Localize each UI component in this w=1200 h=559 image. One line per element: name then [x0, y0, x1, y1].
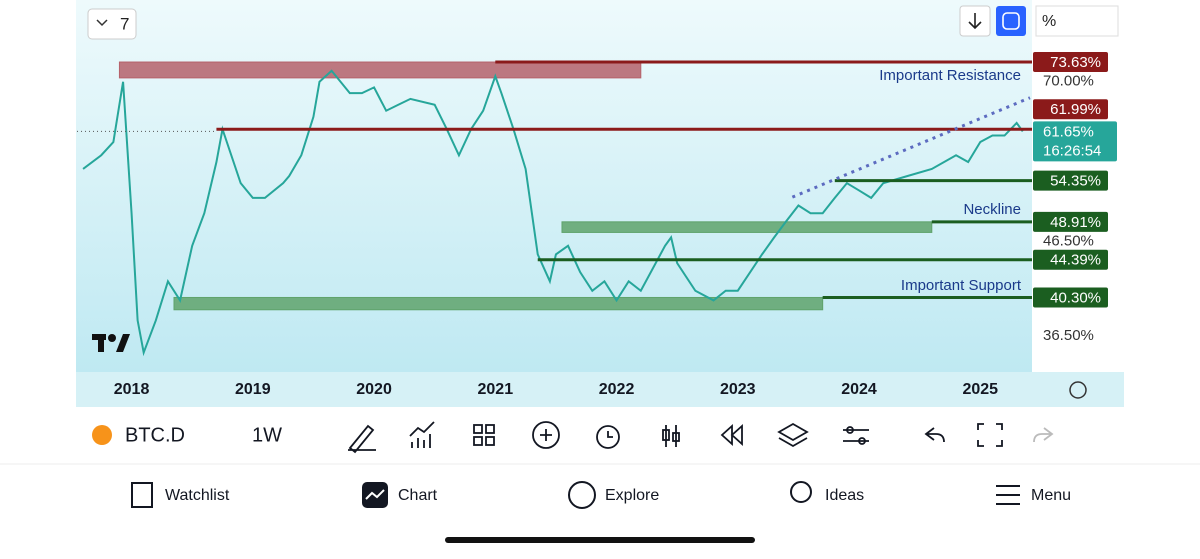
level-label: 54.35%: [1050, 173, 1101, 190]
plot: 2018 2019 2020 2021 2022 2023 2024 2025 36.50% 46…: [77, 52, 1117, 398]
x-tick-label: 2024: [841, 381, 877, 398]
interval[interactable]: 1W: [252, 424, 282, 446]
level-label-box: [1033, 287, 1108, 308]
level-label: 44.39%: [1050, 252, 1101, 269]
time-axis: [76, 372, 1124, 407]
scale-mode-button[interactable]: [1035, 5, 1119, 37]
level-label: 73.63%: [1050, 54, 1101, 71]
nav-item[interactable]: Chart: [398, 487, 438, 504]
auto-icon: [1002, 12, 1020, 30]
btc-icon: [92, 425, 112, 445]
annotation: Important Resistance: [879, 67, 1021, 84]
level-label-box: [1033, 52, 1108, 73]
tool-icons: [348, 421, 1054, 454]
down-icon: [968, 13, 982, 30]
x-tick-label: 2020: [356, 381, 392, 398]
current-label: 61.65%: [1043, 123, 1094, 140]
annotation: Neckline: [963, 201, 1021, 218]
watchlist-icon: [131, 482, 153, 508]
y-tick-label: 46.50%: [1043, 233, 1094, 250]
interval-button[interactable]: [87, 8, 137, 40]
level-label: 48.91%: [1050, 214, 1101, 231]
scale-mode: %: [1042, 13, 1056, 30]
level-label-box: [1033, 249, 1108, 270]
home-indicator: [445, 537, 755, 543]
level-label: 40.30%: [1050, 289, 1101, 306]
chevron-icon: [96, 19, 108, 27]
series-line: [82, 69, 1024, 357]
tv-logo: [92, 334, 130, 352]
symbol-bar: [76, 407, 1124, 463]
level-label-box: [1033, 99, 1108, 120]
y-tick-label: 70.00%: [1043, 73, 1094, 90]
x-tick-label: 2021: [478, 381, 514, 398]
trendline: [791, 96, 1031, 199]
chart-background: [76, 0, 1124, 372]
current-label-box: [1033, 121, 1117, 162]
x-tick-label: 2022: [599, 381, 635, 398]
level-label-box: [1033, 170, 1108, 191]
nav-item[interactable]: Ideas: [825, 487, 864, 504]
interval-count: 7: [120, 14, 129, 33]
x-tick-label: 2023: [720, 381, 756, 398]
chart-icon-line: [365, 489, 385, 500]
level-label: 61.99%: [1050, 101, 1101, 118]
countdown: 16:26:54: [1043, 142, 1101, 159]
symbol[interactable]: BTC.D: [125, 424, 185, 446]
nav-item[interactable]: Watchlist: [165, 487, 230, 504]
ideas-icon: [790, 481, 812, 503]
y-tick-label: 36.50%: [1043, 327, 1094, 344]
x-tick-label: 2019: [235, 381, 271, 398]
x-tick-label: 2025: [962, 381, 998, 398]
level-label-box: [1033, 211, 1108, 232]
nav-item[interactable]: Explore: [605, 487, 659, 504]
auto-scale-button[interactable]: [996, 6, 1026, 36]
explore-icon: [568, 481, 596, 509]
menu-icon: [996, 485, 1020, 505]
nav-item[interactable]: Menu: [1031, 487, 1071, 504]
x-tick-label: 2018: [114, 381, 150, 398]
zone: [561, 221, 933, 233]
zone: [173, 296, 824, 311]
zone: [118, 61, 642, 79]
annotation: Important Support: [901, 277, 1022, 294]
settings-icon[interactable]: [1069, 381, 1087, 399]
